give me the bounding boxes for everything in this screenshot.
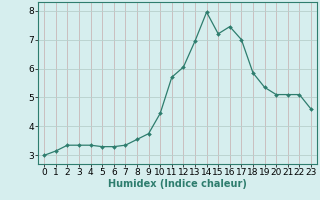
X-axis label: Humidex (Indice chaleur): Humidex (Indice chaleur) (108, 179, 247, 189)
